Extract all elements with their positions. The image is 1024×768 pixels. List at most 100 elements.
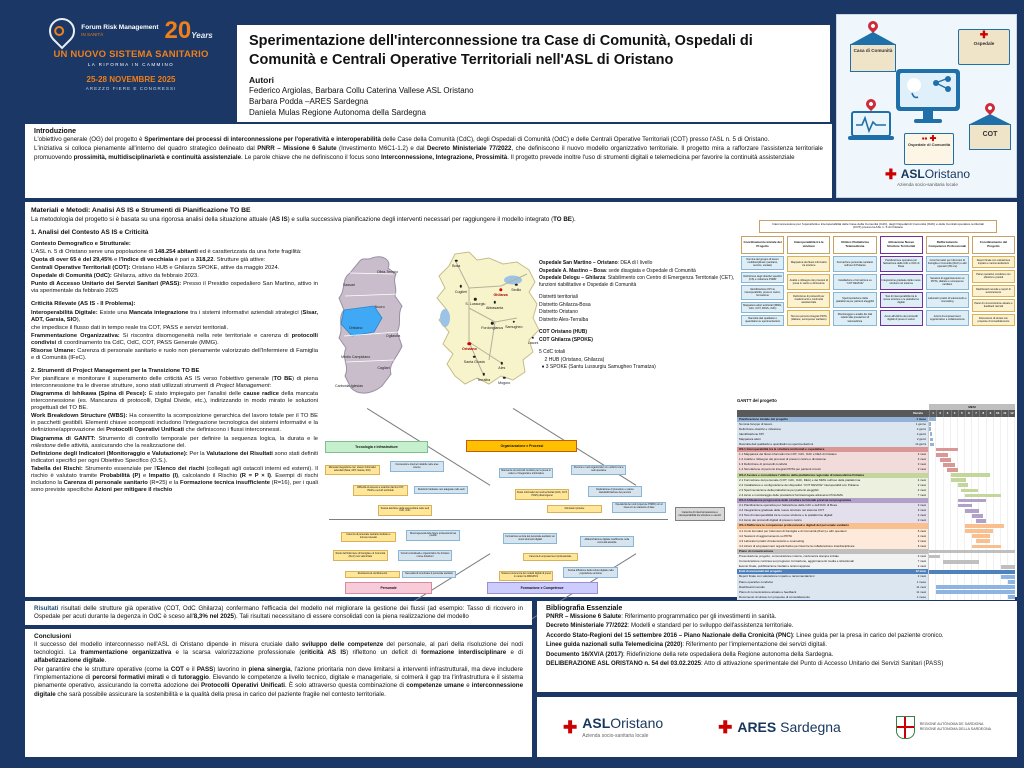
gantt-row: Piano di comunicazione bbox=[737, 548, 1015, 555]
fishbone-category-personale: Personale bbox=[345, 582, 432, 594]
conclusions-heading: Conclusioni bbox=[34, 633, 72, 641]
org-task-box: Piano di comunicazione attuato e feedbac… bbox=[971, 299, 1016, 312]
town-label: S. Lussurgiu bbox=[465, 302, 486, 307]
text-line: L'ASL n. 5 di Oristano serve una popolaz… bbox=[31, 249, 302, 256]
gantt-row: Report finale con valutazione impatto e … bbox=[737, 574, 1015, 580]
org-task-box: Mappatura dei flussi informativi tra str… bbox=[787, 255, 831, 272]
asl-cross-icon: ✚ bbox=[884, 166, 897, 182]
text-line: Diagramma di GANTT: Strumento di control… bbox=[31, 435, 318, 449]
gantt-month-label: 5 bbox=[957, 410, 965, 417]
authors-label: Autori bbox=[249, 74, 275, 85]
gantt-row: 3.3 Test di interoperabilità tra le nuov… bbox=[737, 513, 1015, 519]
gantt-bar bbox=[936, 585, 1015, 589]
org-task-box: Laboratori pratici di teleconsulto e cou… bbox=[925, 291, 969, 308]
text-line: Contesto Demografico e Strutturale: bbox=[31, 241, 131, 247]
town-label: Bosa bbox=[452, 263, 461, 268]
fishbone-note: Carenza di personale sanitario dedicato … bbox=[341, 531, 396, 543]
gantt-row: Nomina Gruppo di lavoro 1 giorno bbox=[737, 421, 1015, 427]
gantt-bar bbox=[936, 590, 1015, 595]
gantt-row: OS.2 Avviare e consolidare l'utilizzo de… bbox=[737, 472, 1015, 478]
org-task-box: Avvio all'utilizzo dei protocolli digita… bbox=[879, 309, 923, 327]
fishbone-note: Resistenza al cambiamento bbox=[345, 570, 400, 579]
gantt-row: Definizione obiettivi e milestone 4 giorn… bbox=[737, 426, 1015, 432]
town-label: Cuglieri bbox=[454, 289, 468, 294]
text-line: Diagramma di Ishikawa (Spina di Pesce): … bbox=[31, 391, 318, 412]
text-line: COT Oristano (HUB) bbox=[539, 329, 588, 335]
gantt-bar bbox=[957, 503, 972, 508]
telemedicine-monitor-icon bbox=[892, 67, 964, 132]
footer-region-logo: Regione Autònoma de Sardigna Regione Aut… bbox=[895, 715, 991, 739]
text-line: COT Ghilarza (SPOKE) bbox=[539, 336, 593, 343]
region-label: Sassari bbox=[342, 283, 355, 288]
town-marker bbox=[531, 336, 535, 339]
town-label: Laconi bbox=[527, 340, 539, 345]
gantt-row: 2.3 Sperimentazione della piattaforma pe… bbox=[737, 487, 1015, 493]
text-line: Quota di over 65 è del 29,45% e l'Indice… bbox=[31, 257, 266, 264]
gantt-bar bbox=[930, 442, 934, 447]
gantt-row: 3.4 Avvio dei protocolli digitali di pre… bbox=[737, 518, 1015, 524]
asl-subtitle: Azienda socio-sanitaria locale bbox=[897, 182, 958, 187]
gantt-month-label: 1 bbox=[929, 410, 936, 417]
fishbone-note: Mancata integrazione tra i sistemi infor… bbox=[325, 464, 380, 476]
gantt-bar bbox=[964, 493, 1001, 498]
ospedale-icon: ✚ Ospedale bbox=[957, 29, 1011, 65]
town-marker bbox=[467, 342, 472, 346]
results-conclusions-panel: Risultati risultati delle strutture già … bbox=[25, 601, 532, 757]
org-task-box: Definizione di protocolli per trasferime… bbox=[787, 291, 831, 308]
methods-subheading: La metodologia del progetto si è basata … bbox=[31, 216, 576, 223]
text-line: Accordo Stato-Regioni del 15 settembre 2… bbox=[546, 631, 944, 639]
town-marker bbox=[474, 297, 477, 301]
gantt-bar bbox=[964, 529, 994, 533]
sardinia-map-shape bbox=[338, 256, 403, 394]
fishbone-note: Percorsi e ruoli organizzativi non unifo… bbox=[571, 464, 626, 476]
org-task-box: Pianificazione operativa per l'attivazio… bbox=[879, 255, 923, 272]
town-marker bbox=[472, 355, 476, 358]
footer-asl-logo: ✚ ASLOristano Azienda socio-sanitaria lo… bbox=[563, 715, 664, 739]
intro-paragraph-1: L'obiettivo generale (OG) del progetto è… bbox=[34, 136, 770, 143]
org-column-header: Coordinamento del Progetto bbox=[971, 235, 1016, 254]
text-line: Centrali Operative Territoriali (COT): O… bbox=[31, 265, 280, 272]
gantt-row: Presentazione progetto, comunicazione in… bbox=[737, 554, 1015, 560]
gantt-month-label: 7 bbox=[972, 410, 979, 417]
region-label: Oristano bbox=[348, 326, 363, 330]
fishbone-effect: Carenza di interconnessione e interopera… bbox=[674, 506, 725, 522]
casa-di-comunita-icon: Casa di Comunità bbox=[847, 18, 899, 72]
conclusions-paragraph-1: Il successo del modello interconnesso ne… bbox=[34, 641, 523, 665]
fishbone-category-tecnologia: Tecnologia e Infrastrutture bbox=[325, 441, 428, 454]
town-marker bbox=[482, 373, 485, 376]
org-column: Attivazione Nuove Strutture Territoriali… bbox=[879, 235, 923, 327]
text-line: Distretto Oristano bbox=[539, 309, 578, 315]
gantt-month-label: 4 bbox=[950, 410, 958, 417]
fishbone-note: Formazione tecnica del personale sanitar… bbox=[502, 533, 558, 544]
text-line: Distretto Ales-Terralba bbox=[539, 316, 589, 323]
bibliography-list: PNRR – Missione 6 Salute: Riferimento pr… bbox=[546, 613, 1008, 668]
region-label: Nuoro bbox=[374, 304, 385, 309]
fishbone-category-organizzazione: Organizzazione e Processi bbox=[466, 439, 578, 452]
region-label: Carbonia-Iglesias bbox=[334, 383, 363, 388]
forum-subtitle: IN SANITÀ bbox=[81, 32, 104, 38]
sardinia-map: Olbia-Tempio Sassari Nuoro Oristano Ogliastr… bbox=[324, 252, 420, 404]
org-task-box: Mappatura attori territoriali (MMG, CdC,… bbox=[741, 301, 785, 313]
gantt-row: Documento di sintesi con proposte di con… bbox=[737, 594, 1015, 600]
text-line: Distretti territoriali bbox=[539, 294, 578, 300]
gantt-row: 1.1 Mappatura dei flussi informativi tra… bbox=[737, 452, 1015, 458]
text-line: 5 CdC totali bbox=[539, 349, 566, 355]
text-line: Decreto Ministeriale 77/2022: Modelli e … bbox=[546, 622, 794, 630]
gantt-bar bbox=[964, 508, 980, 513]
gantt-month-label: 12 bbox=[1007, 410, 1015, 417]
results-text: Risultati risultati delle strutture già … bbox=[34, 605, 523, 621]
text-line: Interoperabilità Digitale: Esiste una Ma… bbox=[31, 309, 318, 323]
gantt-bar bbox=[975, 519, 987, 523]
gantt-bar bbox=[929, 570, 1015, 574]
gantt-row: OS.1 Interoperabilità tra le strutture t… bbox=[737, 447, 1015, 453]
org-task-box: Formazione personale sanitario sull'uso … bbox=[833, 255, 877, 272]
org-task-box: Nomina del gruppo di lavoro multidiscipl… bbox=[741, 255, 785, 271]
orgchart-title: Interconnessione per l'operatività e int… bbox=[759, 220, 997, 233]
org-task-box: Raccolta dati qualitativi e quantitativi… bbox=[741, 314, 785, 327]
gantt-bar bbox=[930, 437, 933, 442]
org-column-header: Coordinamento iniziale del Progetto bbox=[741, 235, 785, 254]
author-line: Barbara Podda –ARES Sardegna bbox=[249, 96, 369, 106]
region-label: Medio Campidano bbox=[341, 354, 371, 359]
bibliography-heading: Bibliografia Essenziale bbox=[546, 605, 623, 612]
fishbone-note: Operatività dei nodi (coperture PNRR) no… bbox=[611, 501, 667, 513]
